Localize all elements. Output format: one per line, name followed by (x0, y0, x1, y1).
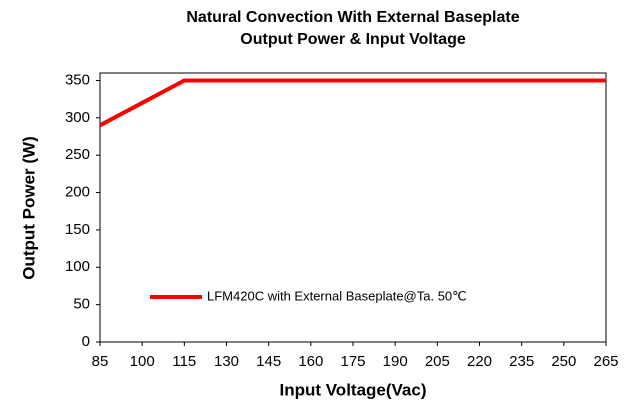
y-tick-label: 0 (82, 333, 90, 350)
x-tick-label: 145 (256, 353, 281, 370)
x-tick-label: 100 (130, 353, 155, 370)
x-tick-label: 160 (298, 353, 323, 370)
y-tick-label: 350 (65, 71, 90, 88)
x-tick-label: 175 (340, 353, 365, 370)
chart-title: Natural Convection With External Basepla… (186, 9, 519, 26)
series-line (99, 78, 606, 128)
x-tick-label: 205 (425, 353, 450, 370)
y-tick-label: 50 (73, 296, 90, 313)
x-tick-label: 250 (551, 353, 576, 370)
y-axis-label: Output Power (W) (19, 136, 38, 280)
x-tick-label: 235 (509, 353, 534, 370)
x-tick-label: 190 (383, 353, 408, 370)
chart-title: Output Power & Input Voltage (240, 31, 466, 48)
x-tick-label: 115 (172, 353, 196, 370)
legend-label: LFM420C with External Baseplate@Ta. 50℃ (207, 288, 467, 303)
x-axis-label: Input Voltage(Vac) (279, 380, 426, 399)
y-tick-label: 100 (65, 258, 90, 275)
y-tick-label: 300 (65, 109, 90, 126)
x-tick-label: 130 (214, 353, 239, 370)
y-tick-label: 200 (65, 184, 90, 201)
y-tick-label: 150 (65, 221, 90, 238)
x-tick-label: 85 (92, 353, 109, 370)
x-tick-label: 265 (593, 353, 618, 370)
x-tick-label: 220 (467, 353, 492, 370)
y-tick-label: 250 (65, 146, 90, 163)
